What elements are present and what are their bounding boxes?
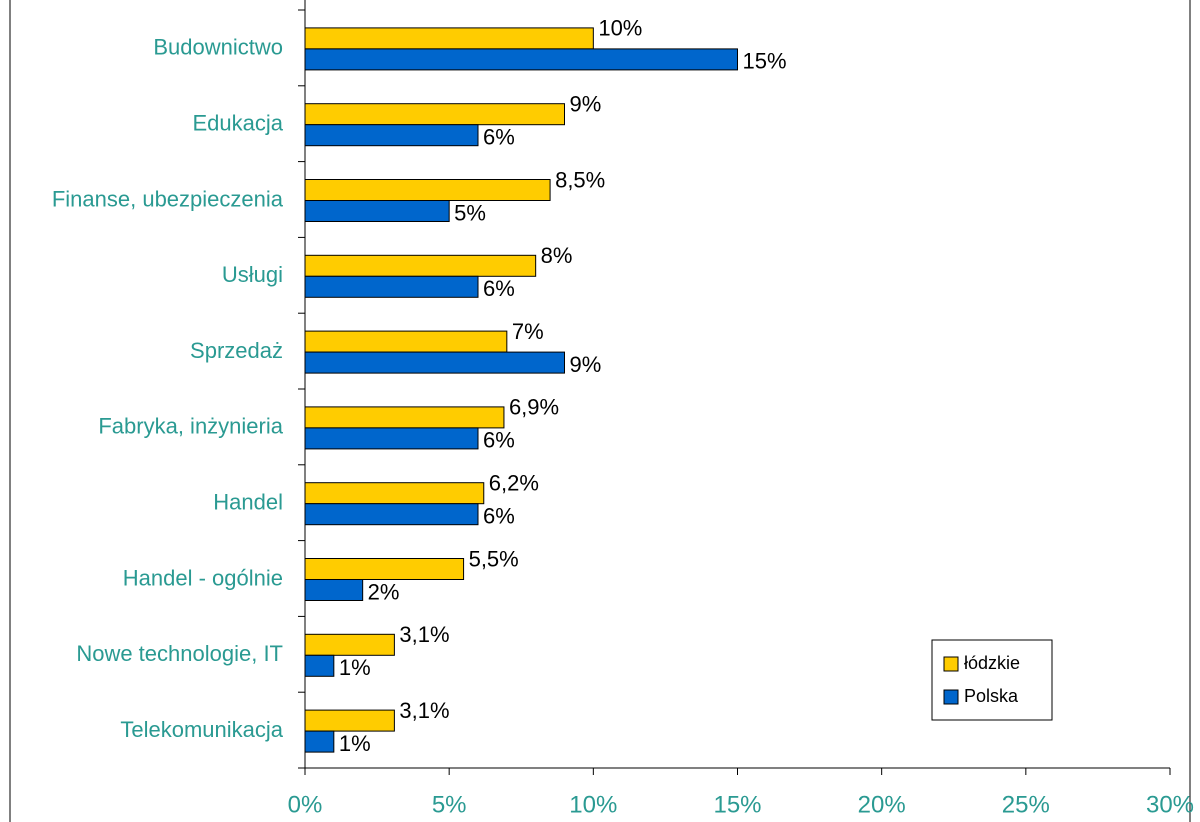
y-tick-label: Handel <box>213 490 283 515</box>
bar <box>304 427 479 450</box>
bar <box>304 558 465 580</box>
y-tick-label: Telekomunikacja <box>120 717 283 742</box>
y-tick-label: Sprzedaż <box>190 338 283 363</box>
value-label: 3,1% <box>399 698 449 723</box>
value-label: 6% <box>483 125 515 150</box>
bar <box>304 200 450 222</box>
bar <box>304 633 395 656</box>
value-label: 2% <box>368 579 400 604</box>
bar <box>304 103 565 126</box>
value-label: 8% <box>541 243 573 268</box>
legend-label: łódzkie <box>964 653 1020 673</box>
value-label: 6% <box>483 276 515 301</box>
bar <box>304 503 479 526</box>
value-label: 3,1% <box>399 622 449 647</box>
bar <box>304 27 594 50</box>
y-tick-label: Fabryka, inżynieria <box>98 414 283 439</box>
bar <box>304 709 395 732</box>
bar <box>304 254 537 277</box>
x-tick-label: 10% <box>569 791 617 818</box>
value-label: 9% <box>570 352 602 377</box>
legend-swatch <box>943 689 959 705</box>
x-tick-label: 0% <box>288 791 323 818</box>
value-label: 10% <box>598 16 642 41</box>
bar <box>304 482 485 505</box>
bar <box>304 124 479 147</box>
legend-label: Polska <box>964 686 1019 706</box>
value-label: 1% <box>339 731 371 756</box>
y-tick-label: Edukacja <box>192 111 283 136</box>
bar <box>304 406 505 429</box>
value-label: 6,2% <box>489 471 539 496</box>
y-tick-label: Usługi <box>222 262 283 287</box>
bar <box>304 275 479 298</box>
value-label: 6,9% <box>509 395 559 420</box>
y-tick-label: Budownictwo <box>153 35 283 60</box>
value-label: 1% <box>339 655 371 680</box>
value-label: 6% <box>483 504 515 529</box>
value-label: 8,5% <box>555 167 605 192</box>
value-label: 7% <box>512 319 544 344</box>
bar <box>304 330 508 353</box>
bar <box>304 654 335 677</box>
value-label: 5,5% <box>469 546 519 571</box>
y-tick-label: Handel - ogólnie <box>123 565 283 590</box>
chart-frame <box>9 0 1191 822</box>
value-label: 5% <box>454 200 486 225</box>
legend-swatch <box>943 656 959 672</box>
x-tick-label: 20% <box>858 791 906 818</box>
value-label: 15% <box>743 49 787 74</box>
bar <box>304 730 335 753</box>
y-tick-label: Nowe technologie, IT <box>76 641 283 666</box>
value-label: 9% <box>570 92 602 117</box>
value-label: 6% <box>483 428 515 453</box>
x-tick-label: 30% <box>1146 791 1194 818</box>
y-tick-label: Finanse, ubezpieczenia <box>52 186 284 211</box>
x-tick-label: 5% <box>432 791 467 818</box>
bar <box>304 179 551 201</box>
x-tick-label: 25% <box>1002 791 1050 818</box>
bar <box>304 351 565 374</box>
bar <box>304 48 738 71</box>
x-tick-label: 15% <box>713 791 761 818</box>
legend-box <box>931 639 1053 721</box>
bar <box>304 579 364 601</box>
